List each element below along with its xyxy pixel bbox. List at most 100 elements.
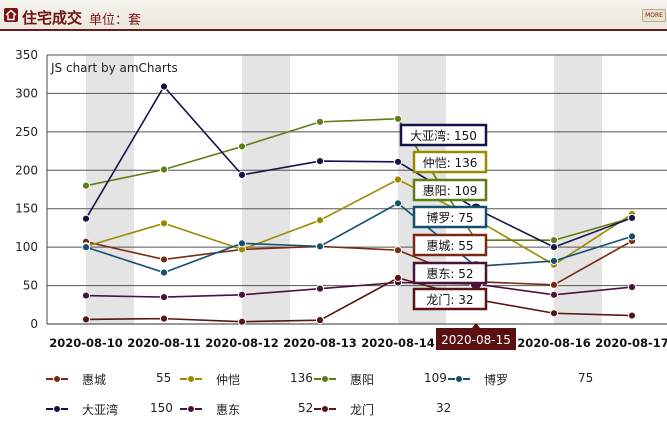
category-balloon-pointer — [472, 323, 480, 328]
x-tick-label: 2020-08-11 — [127, 336, 201, 350]
chart-title: 住宅成交 — [22, 9, 83, 27]
cursor-balloon-label: 博罗: 75 — [426, 210, 473, 225]
legend-name: 博罗 — [484, 373, 509, 387]
data-point — [393, 199, 403, 208]
legend-value: 55 — [156, 371, 172, 385]
data-point — [159, 268, 169, 277]
legend-name: 惠阳 — [350, 373, 375, 387]
legend-value: 75 — [578, 371, 594, 385]
data-point — [237, 142, 247, 151]
data-point — [159, 255, 169, 264]
data-point — [237, 239, 247, 248]
legend-dot — [53, 375, 61, 383]
data-point — [315, 316, 325, 325]
data-point — [393, 273, 403, 282]
cursor-balloon — [412, 287, 488, 311]
series-line-大亚湾 — [85, 85, 633, 249]
cursor-balloon — [412, 150, 488, 174]
y-tick-label: 250 — [15, 125, 38, 139]
watermark-label: JS chart by amCharts — [50, 61, 178, 75]
series-line-惠城 — [85, 240, 633, 286]
cursor-balloon — [412, 178, 488, 202]
series-line-惠阳 — [85, 117, 633, 242]
data-point — [81, 315, 91, 324]
data-point — [159, 165, 169, 174]
cursor-balloon-label: 龙门: 32 — [426, 292, 473, 307]
data-point — [627, 311, 637, 320]
cursor-balloon — [412, 261, 488, 285]
series-line-龙门 — [85, 277, 633, 323]
legend-value: 150 — [150, 401, 173, 415]
data-point — [393, 246, 403, 255]
data-point — [627, 213, 637, 223]
data-point — [549, 256, 559, 266]
cursor-balloon — [399, 123, 488, 147]
legend-value: 109 — [424, 371, 447, 385]
data-point — [237, 170, 247, 179]
legend-dot — [455, 375, 463, 383]
y-tick-label: 200 — [15, 163, 38, 177]
data-point — [315, 216, 325, 225]
cursor-balloon-label: 惠阳: 109 — [423, 184, 478, 198]
series-line-博罗 — [85, 202, 633, 274]
cursor-balloon — [412, 233, 488, 257]
data-point — [159, 314, 169, 323]
category-balloon — [436, 328, 516, 350]
data-point — [237, 290, 247, 299]
data-point — [393, 114, 403, 123]
data-point — [159, 293, 169, 302]
chart-header: 住宅成交 单位：套 MORE — [0, 0, 667, 31]
data-point — [81, 214, 91, 223]
cursor-balloon-label: 惠东: 52 — [426, 267, 473, 281]
data-point — [315, 117, 325, 126]
data-point — [549, 280, 559, 289]
legend-dot — [187, 375, 195, 383]
data-point — [393, 157, 403, 166]
legend-value: 136 — [290, 371, 313, 385]
y-tick-label: 350 — [15, 48, 38, 62]
x-tick-label: 2020-08-14 — [361, 336, 435, 350]
x-tick-label: 2020-08-10 — [49, 336, 123, 350]
data-point — [549, 236, 559, 245]
data-point — [159, 219, 169, 228]
data-point — [81, 291, 91, 300]
y-tick-label: 100 — [15, 240, 38, 254]
legend-dot — [187, 405, 195, 413]
legend-value: 52 — [298, 401, 314, 415]
data-point — [393, 175, 403, 184]
grid-band — [86, 55, 134, 324]
category-balloon-label: 2020-08-15 — [441, 333, 511, 347]
y-tick-label: 50 — [23, 279, 38, 293]
legend-name: 龙门 — [350, 403, 375, 417]
cursor-balloon — [412, 205, 488, 229]
y-tick-label: 300 — [15, 86, 38, 100]
line-chart: 0 50 100 150 200 250 300 350 JS chart by amChart… — [15, 48, 667, 350]
data-point — [315, 156, 325, 166]
data-point — [627, 283, 637, 292]
legend-name: 仲恺 — [216, 373, 241, 387]
legend-name: 大亚湾 — [82, 403, 119, 417]
y-tick-label: 150 — [15, 202, 38, 216]
grid-band — [242, 55, 290, 324]
x-tick-label: 2020-08-17 — [595, 336, 667, 350]
data-point — [549, 290, 559, 299]
y-tick-label: 0 — [30, 317, 38, 331]
x-tick-label: 2020-08-16 — [517, 336, 591, 350]
legend-name: 惠城 — [82, 373, 107, 387]
legend-name: 惠东 — [216, 403, 241, 417]
data-point — [81, 243, 91, 252]
legend-dot — [321, 405, 329, 413]
data-point — [81, 181, 91, 190]
data-point — [315, 284, 325, 293]
chart-legend: 惠城 55 仲恺 136 惠阳 109 博罗 75 大亚湾 150 惠东 52 龙门 32 — [0, 362, 667, 424]
legend-value: 32 — [436, 401, 452, 415]
data-point — [627, 232, 637, 241]
grid-band — [554, 55, 602, 324]
x-tick-label: 2020-08-12 — [205, 336, 279, 350]
more-button[interactable]: MORE — [642, 9, 666, 22]
legend-dot — [321, 375, 329, 383]
data-point — [549, 243, 559, 252]
data-point — [159, 82, 169, 91]
series-line-仲恺 — [85, 178, 633, 266]
data-point — [237, 317, 247, 326]
